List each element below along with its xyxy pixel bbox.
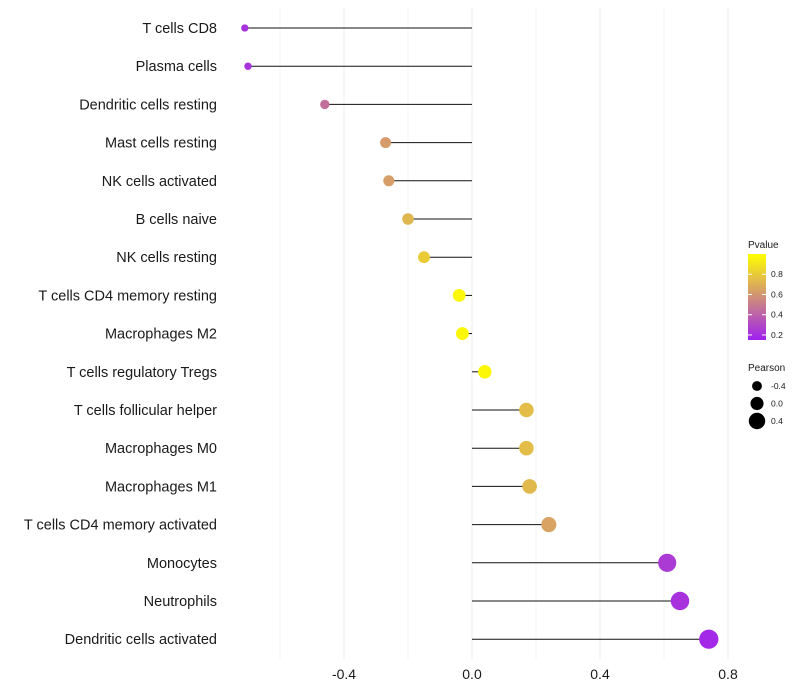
pvalue-colorbar [748, 254, 766, 340]
category-label: B cells naive [136, 212, 217, 228]
lollipop-dot [418, 251, 430, 264]
category-label: T cells regulatory Tregs [67, 365, 217, 381]
lollipop-dot [452, 288, 466, 302]
pvalue-legend-title: Pvalue [748, 240, 779, 251]
pvalue-tick-label: 0.4 [771, 310, 783, 320]
lollipop-dot [519, 402, 534, 418]
lollipop-dot [519, 440, 534, 456]
lollipop-dot [670, 591, 690, 611]
lollipop-dot [522, 479, 537, 494]
pearson-size-key [752, 381, 762, 391]
category-label: Neutrophils [144, 594, 217, 610]
category-label: T cells CD4 memory resting [38, 288, 217, 304]
pvalue-tick-label: 0.2 [771, 330, 783, 340]
gridlines [279, 8, 729, 660]
lollipop-dot [383, 175, 395, 187]
category-label: Monocytes [147, 556, 217, 572]
category-label: Macrophages M2 [105, 327, 217, 343]
pearson-legend: Pearson -0.4 0.0 0.4 [748, 363, 786, 430]
category-label: Mast cells resting [105, 136, 217, 152]
category-labels: T cells CD8 Plasma cells Dendritic cells r… [24, 21, 217, 648]
x-tick-label: 0.4 [590, 666, 610, 682]
lollipop-dot [241, 24, 249, 32]
pvalue-tick-label: 0.6 [771, 289, 783, 299]
pvalue-legend: Pvalue 0.8 0.6 0.4 0.2 [748, 240, 783, 340]
x-tick-label: -0.4 [332, 666, 356, 682]
lollipop-dot [478, 365, 492, 379]
category-label: Dendritic cells resting [79, 97, 217, 113]
lollipop-dot [380, 137, 392, 149]
category-label: NK cells activated [102, 174, 217, 190]
pearson-size-key [748, 412, 766, 430]
category-label: Macrophages M1 [105, 479, 217, 495]
pearson-size-label: 0.0 [771, 399, 783, 409]
category-label: T cells follicular helper [74, 403, 217, 419]
lollipop-dots [241, 24, 719, 649]
lollipop-dot [244, 62, 252, 70]
pearson-size-label: -0.4 [771, 381, 786, 391]
lollipop-dot [699, 629, 719, 649]
pearson-size-key [750, 396, 764, 411]
category-label: T cells CD8 [142, 21, 217, 37]
pvalue-tick-label: 0.8 [771, 269, 783, 279]
lollipop-dot [541, 517, 557, 533]
x-tick-label: 0.0 [462, 666, 482, 682]
lollipop-dot [455, 327, 469, 341]
lollipop-stems [244, 27, 709, 640]
lollipop-dot [402, 213, 414, 225]
category-label: Macrophages M0 [105, 441, 217, 457]
lollipop-dot [658, 553, 677, 572]
category-label: T cells CD4 memory activated [24, 518, 217, 534]
x-tick-label: 0.8 [718, 666, 738, 682]
category-label: Plasma cells [136, 59, 217, 75]
pearson-legend-title: Pearson [748, 363, 785, 374]
lollipop-dot [320, 99, 330, 110]
category-label: Dendritic cells activated [65, 632, 217, 648]
pearson-size-label: 0.4 [771, 416, 783, 426]
x-axis-ticks: -0.4 0.0 0.4 0.8 [332, 666, 738, 682]
category-label: NK cells resting [116, 250, 217, 266]
